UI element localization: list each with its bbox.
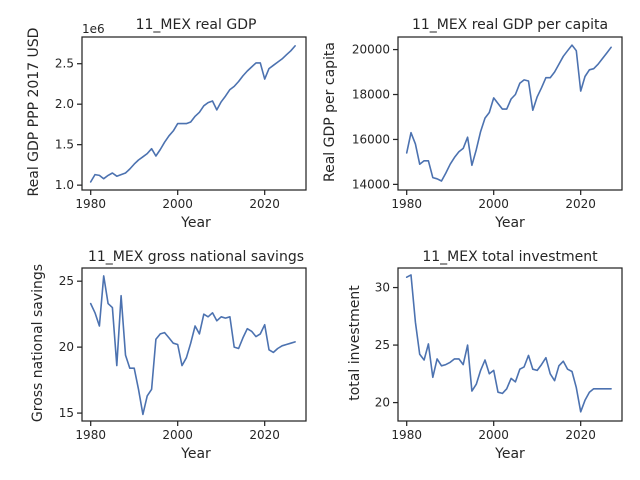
y-tick-label: 15 — [59, 406, 74, 420]
y-tick-label: 14000 — [352, 177, 390, 191]
x-tick-label: 2000 — [162, 428, 193, 442]
chart-title: 11_MEX real GDP — [136, 17, 257, 33]
y-tick-label: 25 — [59, 274, 74, 288]
chart-title: 11_MEX real GDP per capita — [412, 17, 608, 33]
plot-frame — [397, 267, 623, 422]
y-tick-label: 20 — [59, 340, 74, 354]
x-tick-label: 1980 — [75, 197, 106, 211]
x-tick-label: 2000 — [478, 197, 509, 211]
y-tick-label: 25 — [375, 338, 390, 352]
y-tick-label: 18000 — [352, 88, 390, 102]
x-tick-label: 1980 — [391, 428, 422, 442]
chart-title: 11_MEX gross national savings — [88, 249, 304, 265]
y-axis-label: total investment — [347, 285, 363, 401]
y-tick-label: 30 — [375, 281, 390, 295]
x-tick-label: 2020 — [565, 197, 596, 211]
x-axis-label: Year — [494, 446, 525, 462]
subplot-real-gdp-per-capita: 11_MEX real GDP per capita Year Real GDP… — [322, 17, 623, 231]
x-tick-label: 2020 — [249, 197, 280, 211]
y-tick-label: 2.0 — [55, 97, 74, 111]
y-axis-label: Real GDP per capita — [322, 42, 338, 182]
chart-title: 11_MEX total investment — [422, 249, 598, 265]
y-tick-label: 2.5 — [55, 57, 74, 71]
y-tick-label: 20000 — [352, 43, 390, 57]
x-tick-label: 2000 — [162, 197, 193, 211]
x-tick-label: 2000 — [478, 428, 509, 442]
plot-frame — [81, 267, 307, 422]
series-line — [89, 45, 296, 183]
y-tick-label: 20 — [375, 396, 390, 410]
subplot-gross-national-savings: 11_MEX gross national savings Year Gross… — [30, 249, 307, 462]
series-line — [405, 44, 612, 182]
x-axis-label: Year — [180, 446, 211, 462]
subplot-total-investment: 11_MEX total investment Year total inves… — [347, 249, 623, 462]
y-tick-label: 16000 — [352, 132, 390, 146]
offset-label: 1e6 — [82, 22, 105, 36]
x-tick-label: 1980 — [75, 428, 106, 442]
x-tick-label: 2020 — [565, 428, 596, 442]
plot-frame — [397, 36, 623, 191]
y-tick-label: 1.5 — [55, 138, 74, 152]
subplot-real-gdp: 11_MEX real GDP 1e6 Year Real GDP PPP 20… — [26, 17, 307, 231]
plot-frame — [81, 36, 307, 191]
y-tick-label: 1.0 — [55, 178, 74, 192]
series-line — [89, 275, 296, 416]
x-tick-label: 1980 — [391, 197, 422, 211]
y-axis-label: Real GDP PPP 2017 USD — [26, 28, 42, 197]
series-line — [405, 274, 612, 413]
x-tick-label: 2020 — [249, 428, 280, 442]
x-axis-label: Year — [494, 215, 525, 231]
x-axis-label: Year — [180, 215, 211, 231]
y-axis-label: Gross national savings — [30, 264, 46, 422]
